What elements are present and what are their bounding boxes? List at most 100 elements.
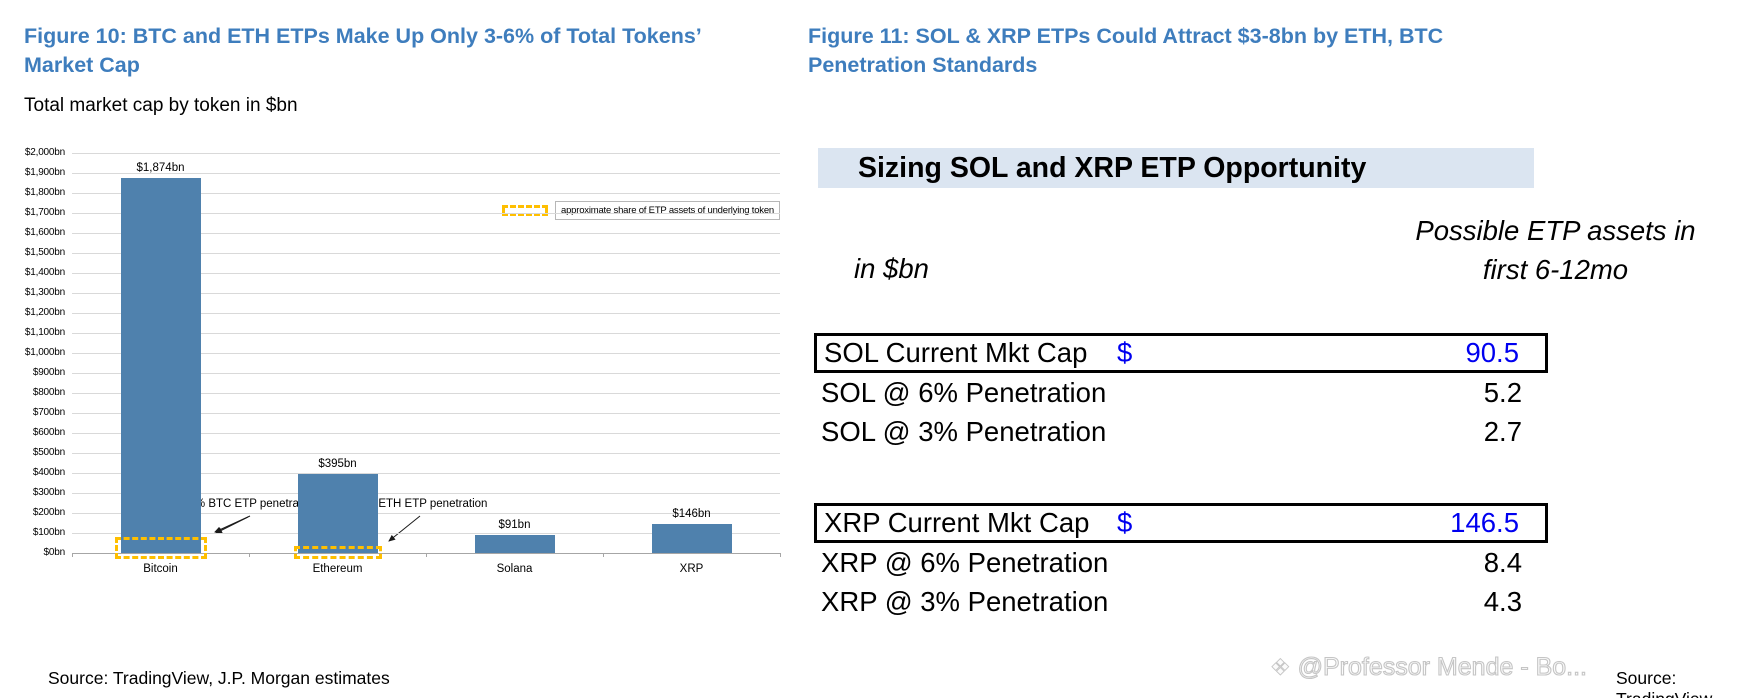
figure11-source: Source: TradingView, J.P. Morgan estimat… bbox=[1616, 668, 1716, 698]
row-currency: $ bbox=[1117, 507, 1133, 538]
x-axis-label-solana: Solana bbox=[496, 563, 533, 575]
row-value: 5.2 bbox=[1483, 376, 1522, 408]
row-value: 8.4 bbox=[1483, 546, 1522, 578]
watermark-text: @Professor Mende - Bo... bbox=[1297, 653, 1588, 682]
table-row: XRP @ 3% Penetration 4.3 bbox=[814, 582, 1548, 621]
chart-legend: approximate share of ETP assets of under… bbox=[502, 201, 780, 220]
x-axis-label-bitcoin: Bitcoin bbox=[143, 563, 178, 575]
watermark: ❖ @Professor Mende - Bo... bbox=[1270, 653, 1744, 682]
dashed-box-legend-icon bbox=[502, 205, 548, 216]
row-label: XRP @ 3% Penetration bbox=[821, 585, 1109, 617]
y-axis-tick-label: $1,300bn bbox=[24, 287, 65, 298]
y-axis-tick-label: $700bn bbox=[32, 407, 65, 418]
row-value: 146.5 bbox=[1450, 507, 1519, 538]
gridline bbox=[72, 253, 780, 254]
y-axis-tick-label: $0bn bbox=[43, 547, 66, 558]
axis-tick bbox=[72, 553, 73, 557]
bar-value-label: $395bn bbox=[318, 458, 357, 470]
row-label: SOL @ 3% Penetration bbox=[821, 415, 1107, 447]
table-row: XRP @ 6% Penetration 8.4 bbox=[814, 543, 1548, 582]
figure11-panel: Figure 11: SOL & XRP ETPs Could Attract … bbox=[808, 14, 1744, 698]
row-label: SOL @ 6% Penetration bbox=[821, 376, 1107, 408]
y-axis-tick-label: $500bn bbox=[32, 447, 65, 458]
gridline bbox=[72, 453, 780, 454]
y-axis-tick-label: $1,700bn bbox=[24, 207, 65, 218]
table-row: SOL @ 3% Penetration 2.7 bbox=[814, 412, 1548, 451]
figure10-panel: Figure 10: BTC and ETH ETPs Make Up Only… bbox=[24, 14, 788, 694]
sizing-table: SOL Current Mkt Cap $90.5 SOL @ 6% Penetra… bbox=[814, 333, 1548, 621]
bar-value-label: $1,874bn bbox=[136, 162, 185, 175]
bar-ethereum bbox=[297, 474, 378, 553]
binance-diamond-icon: ❖ bbox=[1270, 654, 1291, 681]
gridline bbox=[72, 233, 780, 234]
gridline bbox=[72, 373, 780, 374]
axis-tick bbox=[780, 553, 781, 557]
row-label: XRP Current Mkt Cap bbox=[824, 507, 1090, 538]
row-label: XRP @ 6% Penetration bbox=[821, 546, 1109, 578]
possible-etp-assets-header: Possible ETP assets in first 6-12mo bbox=[1415, 215, 1696, 286]
bar-solana bbox=[474, 534, 555, 553]
gridline bbox=[72, 393, 780, 394]
y-axis-tick-label: $300bn bbox=[32, 487, 65, 498]
figure11-title: Figure 11: SOL & XRP ETPs Could Attract … bbox=[808, 24, 1444, 78]
y-axis-tick-label: $1,900bn bbox=[24, 167, 65, 178]
gridline bbox=[72, 493, 780, 494]
gridline bbox=[72, 273, 780, 274]
row-value: 4.3 bbox=[1483, 585, 1522, 617]
table-section-gap bbox=[814, 451, 1548, 503]
gridline bbox=[72, 173, 780, 174]
gridline bbox=[72, 433, 780, 434]
figure10-source: Source: TradingView, J.P. Morgan estimat… bbox=[48, 668, 390, 688]
y-axis-tick-label: $1,200bn bbox=[24, 307, 65, 318]
row-currency: $ bbox=[1117, 337, 1133, 368]
y-axis-tick-label: $400bn bbox=[32, 467, 65, 478]
btc-penetration-annotation: 6% BTC ETP penetration bbox=[188, 498, 318, 510]
table-row: SOL @ 6% Penetration 5.2 bbox=[814, 373, 1548, 412]
gridline bbox=[72, 293, 780, 294]
axis-tick bbox=[426, 553, 427, 557]
figure10-subtitle: Total market cap by token in $bn bbox=[24, 95, 298, 117]
eth-penetration-annotation: 3% ETH ETP penetration bbox=[358, 498, 488, 510]
gridline bbox=[72, 533, 780, 534]
y-axis-tick-label: $2,000bn bbox=[24, 147, 65, 158]
y-axis-tick-label: $800bn bbox=[32, 387, 65, 398]
gridline bbox=[72, 473, 780, 474]
y-axis-tick-label: $1,500bn bbox=[24, 247, 65, 258]
row-value: 2.7 bbox=[1483, 415, 1522, 447]
etp-share-box-ethereum bbox=[293, 546, 382, 559]
bar-bitcoin bbox=[120, 178, 201, 553]
unit-label: in $bn bbox=[854, 253, 929, 284]
gridline bbox=[72, 353, 780, 354]
bar-xrp bbox=[651, 523, 732, 553]
x-axis-label-xrp: XRP bbox=[679, 563, 704, 575]
y-axis-tick-label: $200bn bbox=[32, 507, 65, 518]
row-label: SOL Current Mkt Cap bbox=[824, 337, 1088, 368]
gridline bbox=[72, 193, 780, 194]
y-axis-tick-label: $1,600bn bbox=[24, 227, 65, 238]
axis-tick bbox=[603, 553, 604, 557]
table-row: SOL Current Mkt Cap $90.5 bbox=[814, 333, 1548, 373]
gridline bbox=[72, 313, 780, 314]
y-axis-tick-label: $1,800bn bbox=[24, 187, 65, 198]
bar-value-label: $91bn bbox=[498, 518, 531, 531]
gridline bbox=[72, 413, 780, 414]
figure10-title: Figure 10: BTC and ETH ETPs Make Up Only… bbox=[24, 24, 702, 78]
table-row: XRP Current Mkt Cap $146.5 bbox=[814, 503, 1548, 543]
gridline bbox=[72, 213, 780, 214]
y-axis-tick-label: $1,000bn bbox=[24, 347, 65, 358]
y-axis-tick-label: $900bn bbox=[32, 367, 65, 378]
gridline bbox=[72, 333, 780, 334]
gridline bbox=[72, 153, 780, 154]
axis-tick bbox=[249, 553, 250, 557]
y-axis-tick-label: $1,400bn bbox=[24, 267, 65, 278]
gridline bbox=[72, 513, 780, 514]
etp-share-box-bitcoin bbox=[114, 537, 207, 559]
chart-legend-label: approximate share of ETP assets of under… bbox=[555, 201, 780, 220]
y-axis-tick-label: $100bn bbox=[32, 527, 65, 538]
row-value: 90.5 bbox=[1465, 337, 1519, 368]
market-cap-bar-chart: approximate share of ETP assets of under… bbox=[18, 128, 808, 590]
table-title: Sizing SOL and XRP ETP Opportunity bbox=[818, 148, 1534, 188]
bar-value-label: $146bn bbox=[672, 507, 711, 520]
x-axis-label-ethereum: Ethereum bbox=[312, 563, 363, 575]
